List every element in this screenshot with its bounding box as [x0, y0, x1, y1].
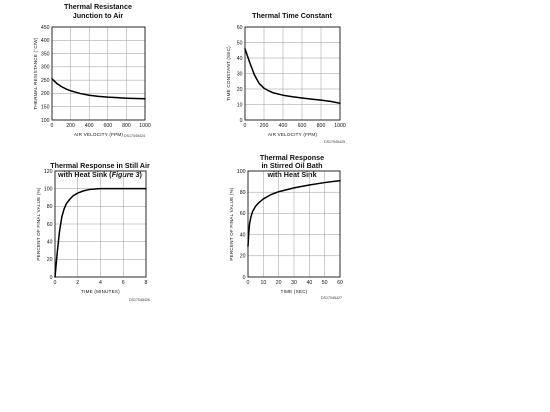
- y-tick-label: 50: [237, 40, 243, 46]
- series-line: [247, 179, 341, 247]
- figure-code: DS17045425: [324, 140, 345, 144]
- chart-title-line: Junction to Air: [73, 11, 124, 20]
- x-tick-label: 10: [260, 280, 266, 286]
- y-tick-label: 450: [41, 25, 50, 31]
- figure-code: DS17045426: [129, 298, 150, 302]
- x-tick-label: 1000: [334, 123, 346, 129]
- chart-title-line: Thermal Response: [260, 153, 324, 162]
- x-tick-label: 400: [279, 123, 288, 129]
- chart-title-line: with Heat Sink: [266, 170, 316, 179]
- plot-frame: [54, 170, 147, 278]
- chart-title-line: Thermal Response in Still Air: [50, 161, 150, 170]
- x-axis-label: AIR VELOCITY (FPM): [268, 132, 317, 137]
- series-line: [51, 78, 146, 100]
- x-tick-label: 200: [260, 123, 269, 129]
- y-tick-label: 60: [237, 25, 243, 31]
- y-axis-label: TIME CONSTANT (SEC): [226, 46, 231, 101]
- x-axis-label: AIR VELOCITY (FPM): [74, 132, 123, 137]
- x-tick-label: 30: [291, 280, 297, 286]
- x-axis-label: TIME (MINUTES): [81, 289, 120, 294]
- chart-title-line: in Stirred Oil Bath: [261, 161, 322, 170]
- y-tick-label: 20: [47, 257, 53, 263]
- y-tick-label: 300: [41, 65, 50, 71]
- chart-title-line: Thermal Time Constant: [252, 11, 332, 20]
- chart-2: Thermal Time Constant 0 200 400 600 800 1000 0 1…: [226, 11, 346, 144]
- y-tick-label: 100: [41, 118, 50, 124]
- chart-title-part: ): [140, 170, 143, 179]
- y-tick-label: 350: [41, 51, 50, 57]
- x-tick-label: 4: [99, 280, 102, 286]
- x-tick-label: 6: [122, 280, 125, 286]
- x-tick-label: 600: [298, 123, 307, 129]
- y-tick-label: 40: [47, 239, 53, 245]
- x-tick-label: 2: [76, 280, 79, 286]
- y-tick-label: 20: [240, 254, 246, 260]
- y-tick-label: 20: [237, 87, 243, 93]
- y-tick-label: 80: [47, 204, 53, 210]
- y-tick-label: 40: [237, 56, 243, 62]
- plot-frame: [247, 170, 341, 278]
- x-tick-label: 0: [54, 280, 57, 286]
- plot-frame: [51, 26, 146, 121]
- x-tick-label: 40: [306, 280, 312, 286]
- y-tick-label: 120: [44, 169, 53, 175]
- y-tick-label: 0: [243, 275, 246, 281]
- y-tick-label: 10: [237, 102, 243, 108]
- chart-title-part: with Heat Sink (: [57, 170, 112, 179]
- x-tick-label: 0: [51, 123, 54, 129]
- y-axis-label: PERCENT OF FINAL VALUE (%): [36, 187, 41, 261]
- chart-title-line: with Heat Sink (Figure 3): [57, 170, 142, 179]
- x-tick-label: 600: [103, 123, 112, 129]
- y-axis-label: THERMAL RESISTANCE (°C/W): [33, 37, 38, 109]
- x-tick-label: 400: [85, 123, 94, 129]
- figure-code: DS17045427: [321, 296, 342, 300]
- x-tick-label: 20: [276, 280, 282, 286]
- y-tick-label: 0: [50, 275, 53, 281]
- x-tick-label: 800: [122, 123, 131, 129]
- x-tick-label: 800: [317, 123, 326, 129]
- x-tick-label: 0: [244, 123, 247, 129]
- y-tick-label: 100: [44, 186, 53, 192]
- x-tick-label: 8: [145, 280, 148, 286]
- y-tick-label: 0: [240, 118, 243, 124]
- x-tick-label: 0: [247, 280, 250, 286]
- x-tick-label: 60: [337, 280, 343, 286]
- y-tick-label: 60: [47, 222, 53, 228]
- y-tick-label: 200: [41, 91, 50, 97]
- figure-code: DS17045424: [124, 134, 145, 138]
- plot-frame: [244, 26, 341, 121]
- y-tick-label: 80: [240, 190, 246, 196]
- x-axis-label: TIME (SEC): [281, 289, 308, 294]
- x-tick-label: 200: [66, 123, 75, 129]
- chart-title-line: Thermal Resistance: [64, 2, 132, 11]
- y-tick-label: 250: [41, 78, 50, 84]
- y-tick-label: 150: [41, 105, 50, 111]
- x-tick-label: 1000: [139, 123, 151, 129]
- y-tick-label: 100: [237, 169, 246, 175]
- chart-title-figure-ref: Figure 3: [112, 170, 140, 179]
- y-tick-label: 400: [41, 38, 50, 44]
- y-tick-label: 40: [240, 232, 246, 238]
- y-axis-label: PERCENT OF FINAL VALUE (%): [229, 187, 234, 261]
- y-tick-label: 30: [237, 71, 243, 77]
- y-tick-label: 60: [240, 211, 246, 217]
- x-tick-label: 50: [322, 280, 328, 286]
- series-line: [54, 187, 147, 278]
- series-line: [244, 47, 341, 105]
